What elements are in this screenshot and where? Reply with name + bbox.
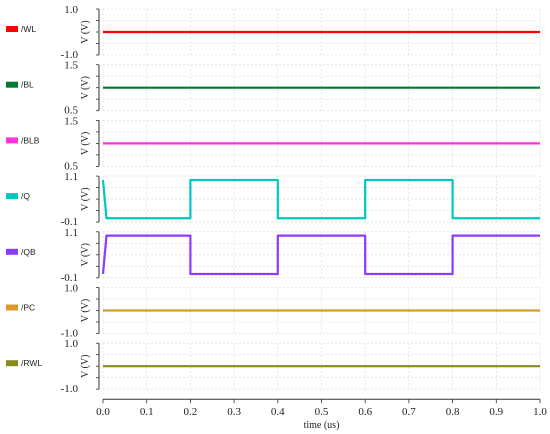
x-tick-label: 0.2 <box>184 406 198 418</box>
y-tick-label-bottom: -1.0 <box>61 328 79 340</box>
y-axis-label: V (V) <box>80 354 91 377</box>
legend-label: /PC <box>21 303 35 313</box>
y-tick-label-top: 1.0 <box>64 338 78 350</box>
y-tick-label-top: 1.0 <box>64 4 78 16</box>
series-line <box>101 178 540 220</box>
x-tick-label: 0.8 <box>446 406 460 418</box>
legend-label: /Q <box>21 191 30 201</box>
y-tick-label-top: 1.0 <box>64 283 78 295</box>
series-line <box>101 234 540 276</box>
legend-swatch <box>6 360 18 367</box>
x-tick-label: 0.0 <box>96 406 110 418</box>
waveform-panels: 1.0-1.0V (V)/WL1.50.5V (V)/BL1.50.5V (V)… <box>6 4 541 395</box>
y-tick-label-bottom: 0.5 <box>64 160 78 172</box>
legend-label: /RWL <box>21 358 42 368</box>
x-tick-label: 1.0 <box>533 406 547 418</box>
legend-swatch <box>6 248 18 255</box>
y-tick-label-bottom: -1.0 <box>61 49 79 61</box>
x-tick-label: 0.6 <box>358 406 372 418</box>
x-tick-label: 0.4 <box>271 406 285 418</box>
panel-pc: 1.0 -1.0V (V) /PC <box>6 283 541 340</box>
y-tick-label-top: 1.1 <box>64 227 78 239</box>
y-axis-label: V (V) <box>80 187 91 210</box>
legend-swatch <box>6 304 18 311</box>
legend-label: /BL <box>21 80 34 90</box>
y-tick-label-bottom: -1.0 <box>61 383 79 395</box>
y-axis-label: V (V) <box>80 132 91 155</box>
y-tick-label-bottom: 0.5 <box>64 105 78 117</box>
y-tick-label-top: 1.5 <box>64 60 78 72</box>
x-tick-label: 0.1 <box>140 406 154 418</box>
y-axis-label: V (V) <box>80 243 91 266</box>
panel-rwl: 1.0 -1.0V (V) /RWL <box>6 338 541 395</box>
x-tick-label: 0.5 <box>315 406 329 418</box>
y-tick-label-bottom: -0.1 <box>61 216 78 228</box>
panel-bl: 1.5 0.5V (V) /BL <box>6 60 541 117</box>
legend-label: /QB <box>21 247 36 257</box>
y-tick-label-top: 1.5 <box>64 115 78 127</box>
panel-blb: 1.5 0.5V (V) /BLB <box>6 115 541 172</box>
y-axis-label: V (V) <box>80 76 91 99</box>
time-axis: 0.0 0.1 0.2 0.3 0.4 0.5 0.6 0.7 0.8 0.9 1.0 time (u… <box>96 398 547 431</box>
x-axis-label: time (us) <box>304 420 340 431</box>
legend-swatch <box>6 137 18 144</box>
panel-wl: 1.0 -1.0V (V) /WL <box>6 4 541 61</box>
y-axis-label: V (V) <box>80 299 91 322</box>
legend-swatch <box>6 81 18 88</box>
x-tick-label: 0.3 <box>227 406 241 418</box>
y-axis-label: V (V) <box>80 20 91 43</box>
y-tick-label-bottom: -0.1 <box>61 272 78 284</box>
legend-swatch <box>6 193 18 200</box>
legend-label: /BLB <box>21 135 40 145</box>
x-tick-label: 0.9 <box>489 406 503 418</box>
panel-q: 1.1 -0.1V (V) /Q <box>6 171 541 228</box>
panel-qb: 1.1 -0.1V (V) /QB <box>6 227 541 284</box>
x-tick-label: 0.7 <box>402 406 416 418</box>
legend-label: /WL <box>21 24 36 34</box>
y-tick-label-top: 1.1 <box>64 171 78 183</box>
legend-swatch <box>6 26 18 32</box>
